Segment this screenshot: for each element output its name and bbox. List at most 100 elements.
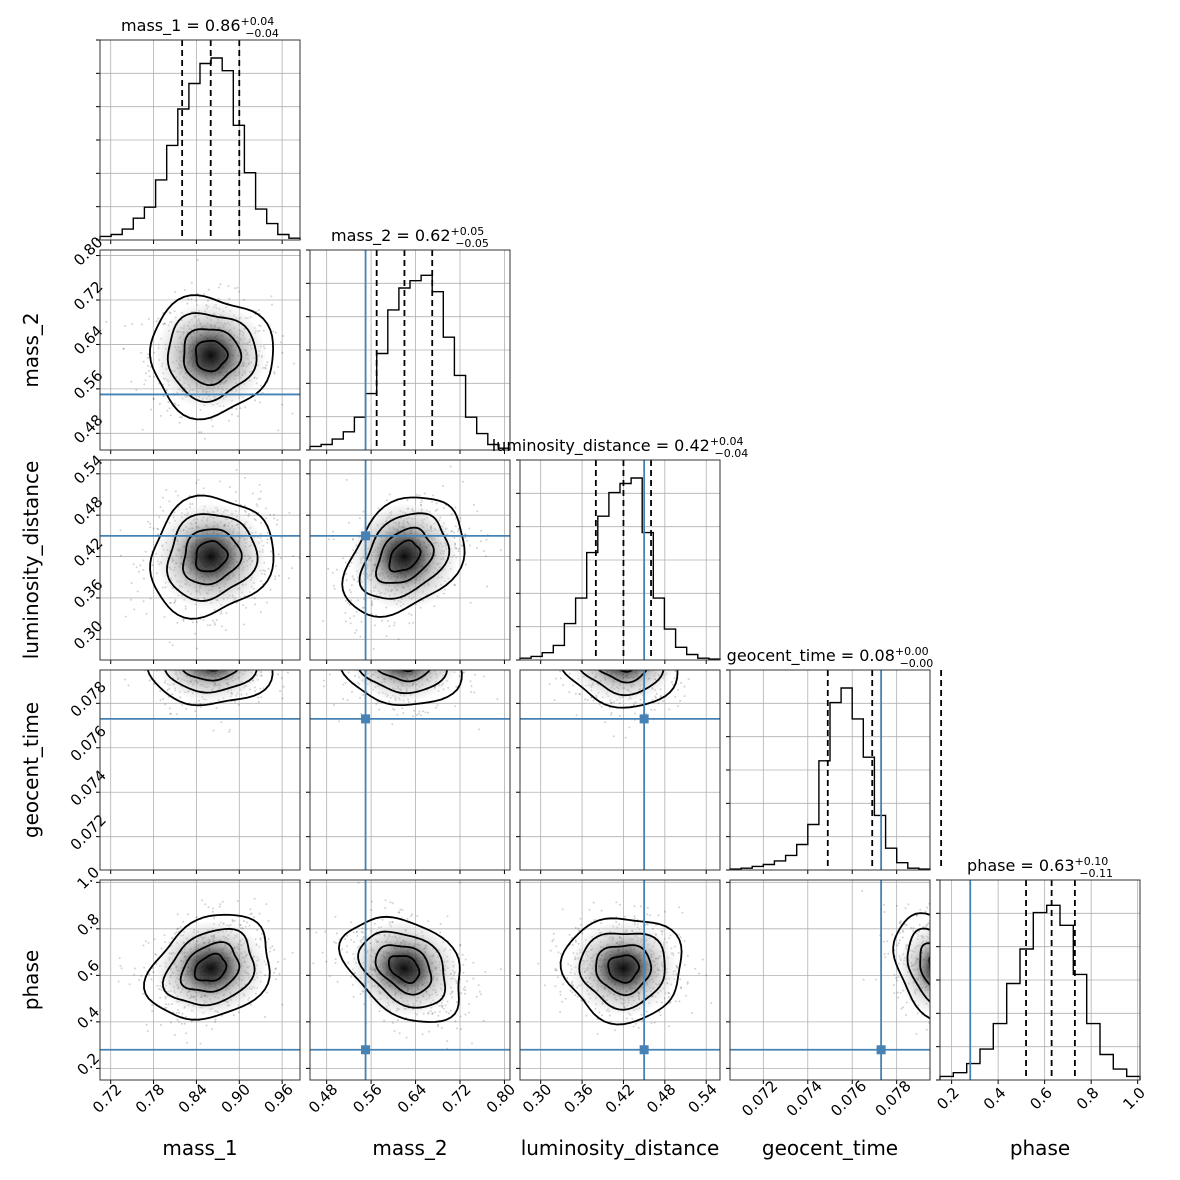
scatter-point: [365, 664, 367, 666]
scatter-point: [147, 318, 150, 320]
scatter-point: [256, 648, 258, 650]
scatter-point: [363, 666, 365, 668]
scatter-point: [164, 632, 166, 634]
scatter-point: [433, 612, 435, 614]
scatter-point: [204, 630, 206, 632]
scatter-point: [332, 584, 335, 587]
scatter-point: [194, 636, 196, 638]
scatter-point: [496, 698, 499, 701]
scatter-point: [171, 627, 173, 629]
scatter-point: [227, 419, 230, 422]
scatter-point: [377, 665, 379, 667]
scatter-point: [344, 561, 347, 564]
scatter-point: [215, 645, 217, 647]
scatter-point: [397, 648, 399, 650]
scatter-point: [677, 688, 679, 691]
scatter-point: [381, 626, 383, 628]
panel-frame: [309, 249, 511, 451]
scatter-point: [679, 699, 682, 702]
scatter-point: [234, 647, 236, 649]
scatter-point: [202, 657, 204, 659]
scatter-point: [431, 657, 433, 659]
scatter-point: [610, 642, 612, 644]
scatter-point: [203, 645, 205, 647]
scatter-point: [639, 649, 641, 651]
scatter-point: [291, 412, 294, 415]
scatter-point: [426, 629, 428, 631]
scatter-point: [436, 651, 438, 653]
scatter-point: [592, 645, 594, 647]
scatter-point: [603, 662, 605, 664]
scatter-point: [181, 661, 183, 663]
scatter-point: [353, 613, 355, 615]
scatter-point: [568, 638, 570, 640]
scatter-point: [476, 510, 479, 513]
scatter-point: [427, 645, 429, 647]
scatter-point: [243, 644, 245, 646]
scatter-point: [218, 611, 220, 613]
scatter-point: [363, 598, 366, 601]
scatter-point: [429, 642, 431, 644]
scatter-point: [270, 550, 272, 553]
scatter-point: [379, 641, 381, 643]
scatter-point: [600, 642, 602, 644]
truth-marker: [639, 714, 649, 724]
scatter-point: [439, 664, 441, 666]
scatter-point: [206, 663, 208, 665]
scatter-point: [427, 658, 429, 660]
scatter-point: [587, 651, 589, 653]
scatter-point: [233, 653, 235, 655]
scatter-point: [638, 656, 640, 658]
scatter-point: [638, 661, 640, 663]
scatter-point: [162, 698, 165, 700]
scatter-point: [179, 696, 182, 699]
scatter-point: [172, 665, 174, 667]
scatter-point: [291, 951, 294, 954]
scatter-point: [184, 605, 187, 608]
scatter-point: [591, 632, 593, 634]
scatter-point: [204, 903, 207, 906]
scatter-point: [184, 644, 186, 646]
scatter-point: [174, 662, 176, 664]
scatter-point: [273, 372, 276, 375]
scatter-point: [649, 662, 651, 664]
scatter-point: [417, 661, 419, 663]
scatter-point: [190, 657, 192, 659]
scatter-point: [392, 648, 394, 650]
scatter-point: [189, 503, 192, 505]
scatter-point: [202, 293, 205, 296]
scatter-point: [371, 600, 374, 603]
scatter-point: [411, 648, 413, 650]
scatter-point: [439, 633, 441, 635]
scatter-point: [555, 677, 558, 680]
scatter-point: [202, 619, 205, 622]
scatter-point: [414, 700, 417, 703]
panel-frame: [99, 249, 301, 451]
scatter-point: [612, 627, 614, 629]
density-map: [353, 670, 456, 702]
scatter-point: [190, 657, 192, 659]
scatter-point: [625, 635, 627, 637]
scatter-point: [436, 704, 439, 707]
scatter-point: [597, 620, 599, 622]
scatter-point: [181, 631, 183, 633]
scatter-point: [445, 665, 447, 667]
scatter-point: [385, 656, 387, 658]
scatter-point: [437, 667, 439, 669]
scatter-point: [614, 657, 616, 659]
scatter-point: [415, 714, 418, 716]
scatter-geocent_time-mass_1: [100, 608, 300, 733]
contour-line: [358, 670, 449, 695]
scatter-point: [440, 616, 442, 618]
scatter-point: [194, 608, 196, 610]
scatter-point: [376, 653, 378, 655]
scatter-point: [640, 657, 642, 659]
scatter-point: [435, 657, 437, 659]
scatter-point: [231, 634, 233, 636]
scatter-point: [599, 635, 601, 637]
scatter-point: [575, 714, 578, 717]
scatter-point: [142, 559, 145, 562]
scatter-point: [632, 651, 634, 653]
scatter-point: [654, 655, 656, 657]
scatter-point: [452, 644, 454, 646]
